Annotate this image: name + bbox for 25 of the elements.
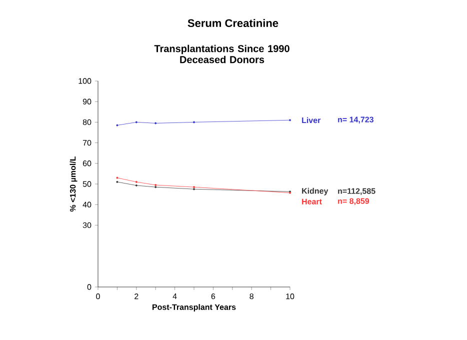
y-tick-label: 100 (78, 78, 92, 84)
x-tick-label: 4 (172, 294, 177, 300)
x-tick-label: 2 (134, 294, 138, 300)
x-tick-label: 10 (286, 294, 294, 300)
y-tick-label: 50 (82, 181, 92, 187)
y-tick-label: 80 (82, 119, 92, 126)
y-tick-label: 70 (82, 140, 92, 146)
text: n= 14,723 (338, 116, 374, 124)
y-tick-label: 90 (82, 98, 92, 104)
x-tick-label: 8 (250, 294, 254, 300)
text: n=112,585 (338, 188, 376, 196)
y-tick-label: 0 (87, 284, 92, 290)
series-label: Heart (302, 198, 322, 204)
series-label: Liver (302, 117, 321, 124)
series-label: Kidney (302, 188, 328, 196)
text: n= 8,859 (338, 198, 370, 206)
y-tick-label: 60 (82, 160, 92, 166)
y-tick-label: 30 (82, 222, 92, 228)
chart-title: Serum Creatinine (188, 18, 278, 28)
x-tick-label: 0 (96, 294, 100, 300)
chart-subtitle: Transplantations Since 1990 Deceased Donors (154, 44, 290, 64)
x-axis-title: Post-Transplant Years (152, 304, 236, 312)
y-axis-title: % <130 µmol/L (70, 156, 78, 212)
x-tick-label: 6 (211, 294, 216, 300)
y-tick-label: 40 (82, 202, 92, 208)
